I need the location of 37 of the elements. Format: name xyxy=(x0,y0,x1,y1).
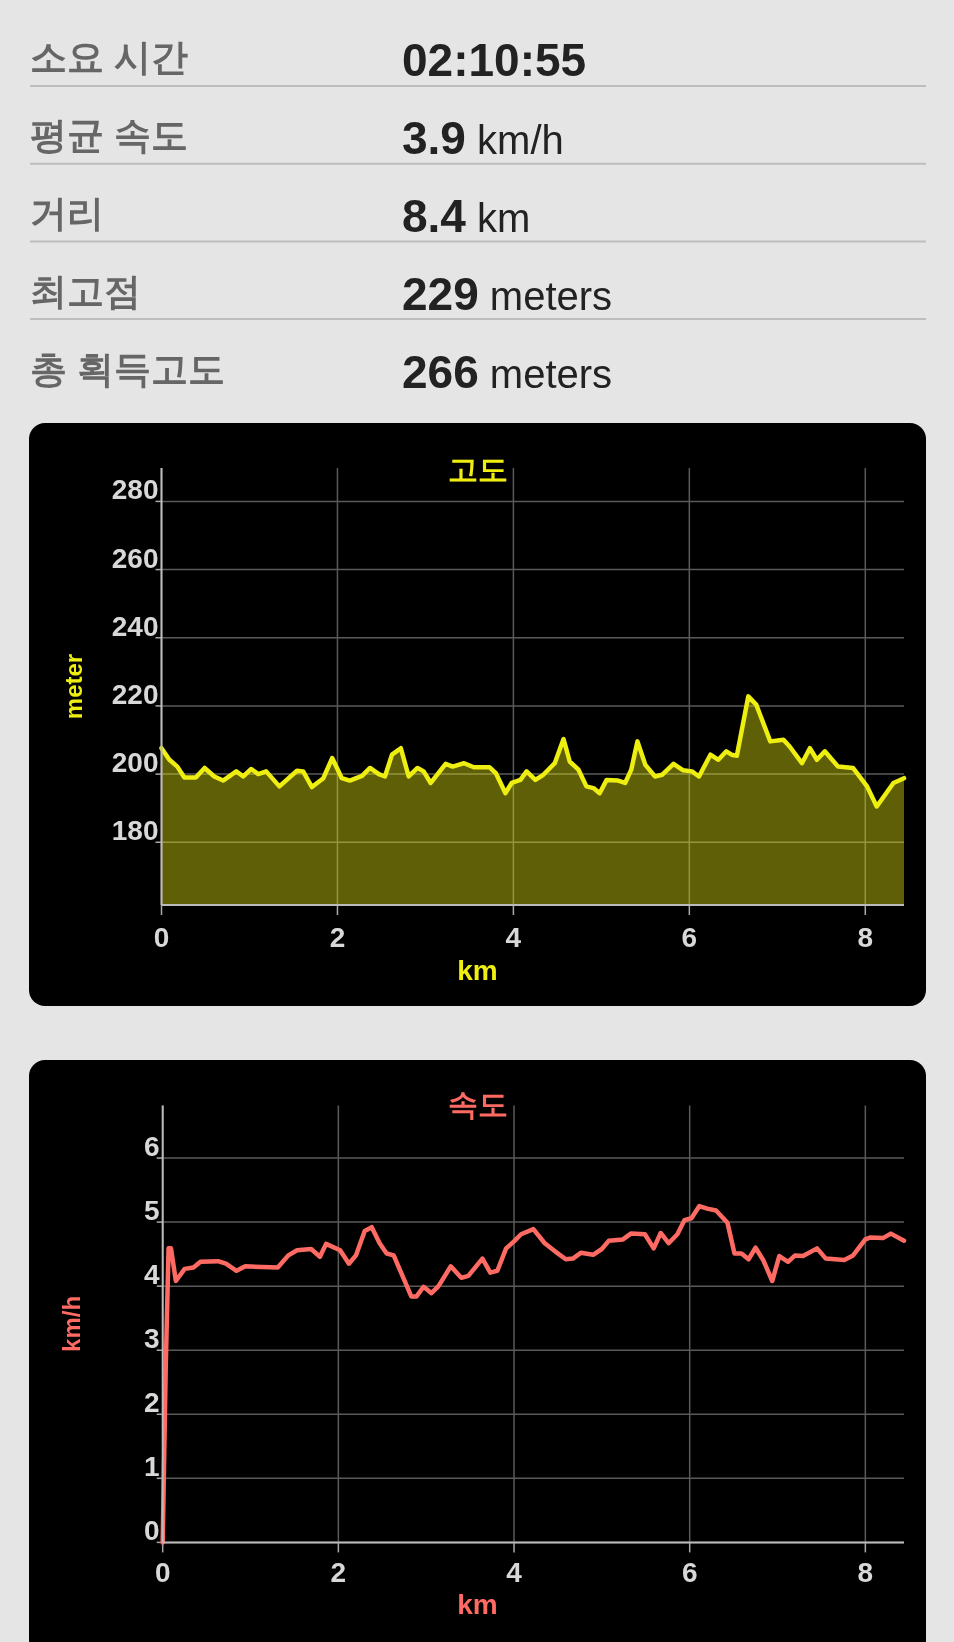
text: 총 획득고도 xyxy=(30,349,226,390)
y-tick-label: 260 xyxy=(111,542,159,574)
y-tick-label: 6 xyxy=(144,1131,160,1163)
text: 8.4 km xyxy=(402,190,531,242)
text: 거리 xyxy=(30,193,104,234)
text: 3.9 km/h xyxy=(402,112,564,164)
y-axis-title: km/h xyxy=(58,1295,85,1352)
text: 평균 속도 xyxy=(30,115,189,156)
y-tick-label: 5 xyxy=(144,1195,160,1227)
x-tick-label: 8 xyxy=(857,922,874,953)
x-tick-label: 2 xyxy=(330,1557,347,1588)
x-tick-label: 2 xyxy=(329,922,346,953)
text: 소요 시간 xyxy=(30,37,189,78)
y-tick-label: 280 xyxy=(111,474,159,506)
y-tick-label: 4 xyxy=(144,1259,161,1291)
text: 229 meters xyxy=(402,268,613,320)
text: 최고점 xyxy=(30,271,141,312)
chart-title: 속도 xyxy=(447,1088,508,1121)
y-tick-label: 240 xyxy=(111,610,159,642)
x-tick-label: 8 xyxy=(857,1557,874,1588)
y-tick-label: 220 xyxy=(111,678,159,710)
x-axis-title: km xyxy=(457,1589,498,1620)
x-tick-label: 4 xyxy=(505,922,522,953)
y-axis-title: meter xyxy=(60,653,87,720)
y-tick-label: 2 xyxy=(144,1387,160,1419)
y-tick-label: 3 xyxy=(144,1323,160,1355)
y-tick-label: 0 xyxy=(144,1515,160,1547)
text: 02:10:55 xyxy=(402,34,587,86)
chart-title: 고도 xyxy=(447,453,508,486)
y-tick-label: 1 xyxy=(144,1451,160,1483)
x-tick-label: 6 xyxy=(681,1557,698,1588)
x-tick-label: 4 xyxy=(506,1557,523,1588)
text: 266 meters xyxy=(402,346,613,398)
x-tick-label: 6 xyxy=(681,922,698,953)
x-axis-title: km xyxy=(457,955,498,986)
y-tick-label: 200 xyxy=(111,747,159,779)
y-tick-label: 180 xyxy=(111,815,159,847)
